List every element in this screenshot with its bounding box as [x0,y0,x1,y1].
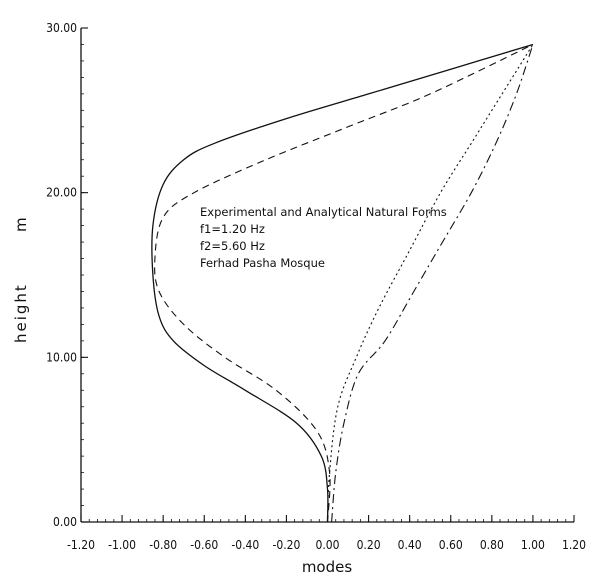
series-layer [151,43,534,523]
x-tick-label: -0.40 [231,538,259,552]
x-tick-label: 1.00 [521,538,545,552]
annotation-line-4: Ferhad Pasha Mosque [200,256,325,270]
y-ticks: 0.00 10.00 20.00 30.00 [46,21,88,529]
y-tick-label: 20.00 [46,186,77,200]
x-tick-label: -0.60 [190,538,218,552]
axes [80,28,574,523]
annotation-line-2: f1=1.20 Hz [200,222,265,236]
x-tick-label: -1.20 [67,538,95,552]
x-tick-label: 0.00 [315,538,339,552]
annotation-line-3: f2=5.60 Hz [200,239,265,253]
x-tick-label: 0.80 [480,538,504,552]
x-axis-title: modes [302,558,353,576]
annotation-line-1: Experimental and Analytical Natural Form… [200,205,447,219]
x-tick-label: -0.80 [149,538,177,552]
annotation-block: Experimental and Analytical Natural Form… [200,205,447,270]
mode-curve-dotted [326,44,534,523]
x-tick-label: 0.40 [398,538,422,552]
y-tick-label: 10.00 [46,350,77,364]
mode-curve-solid [151,43,534,523]
x-tick-label: -1.00 [108,538,136,552]
y-axis-title: height [12,283,30,343]
x-tick-label: 0.60 [439,538,463,552]
y-axis-unit: m [12,217,30,232]
x-tick-label: 0.20 [357,538,381,552]
mode-curve-dash-dot [331,44,534,523]
mode-curve-dashed [154,44,534,523]
y-tick-label: 0.00 [53,515,77,529]
x-ticks: -1.20 -1.00 -0.80 -0.60 -0.40 -0.20 0.00 0.20 0.… [67,515,586,552]
y-tick-label: 30.00 [46,21,77,35]
x-tick-label: 1.20 [562,538,586,552]
x-tick-label: -0.20 [272,538,300,552]
